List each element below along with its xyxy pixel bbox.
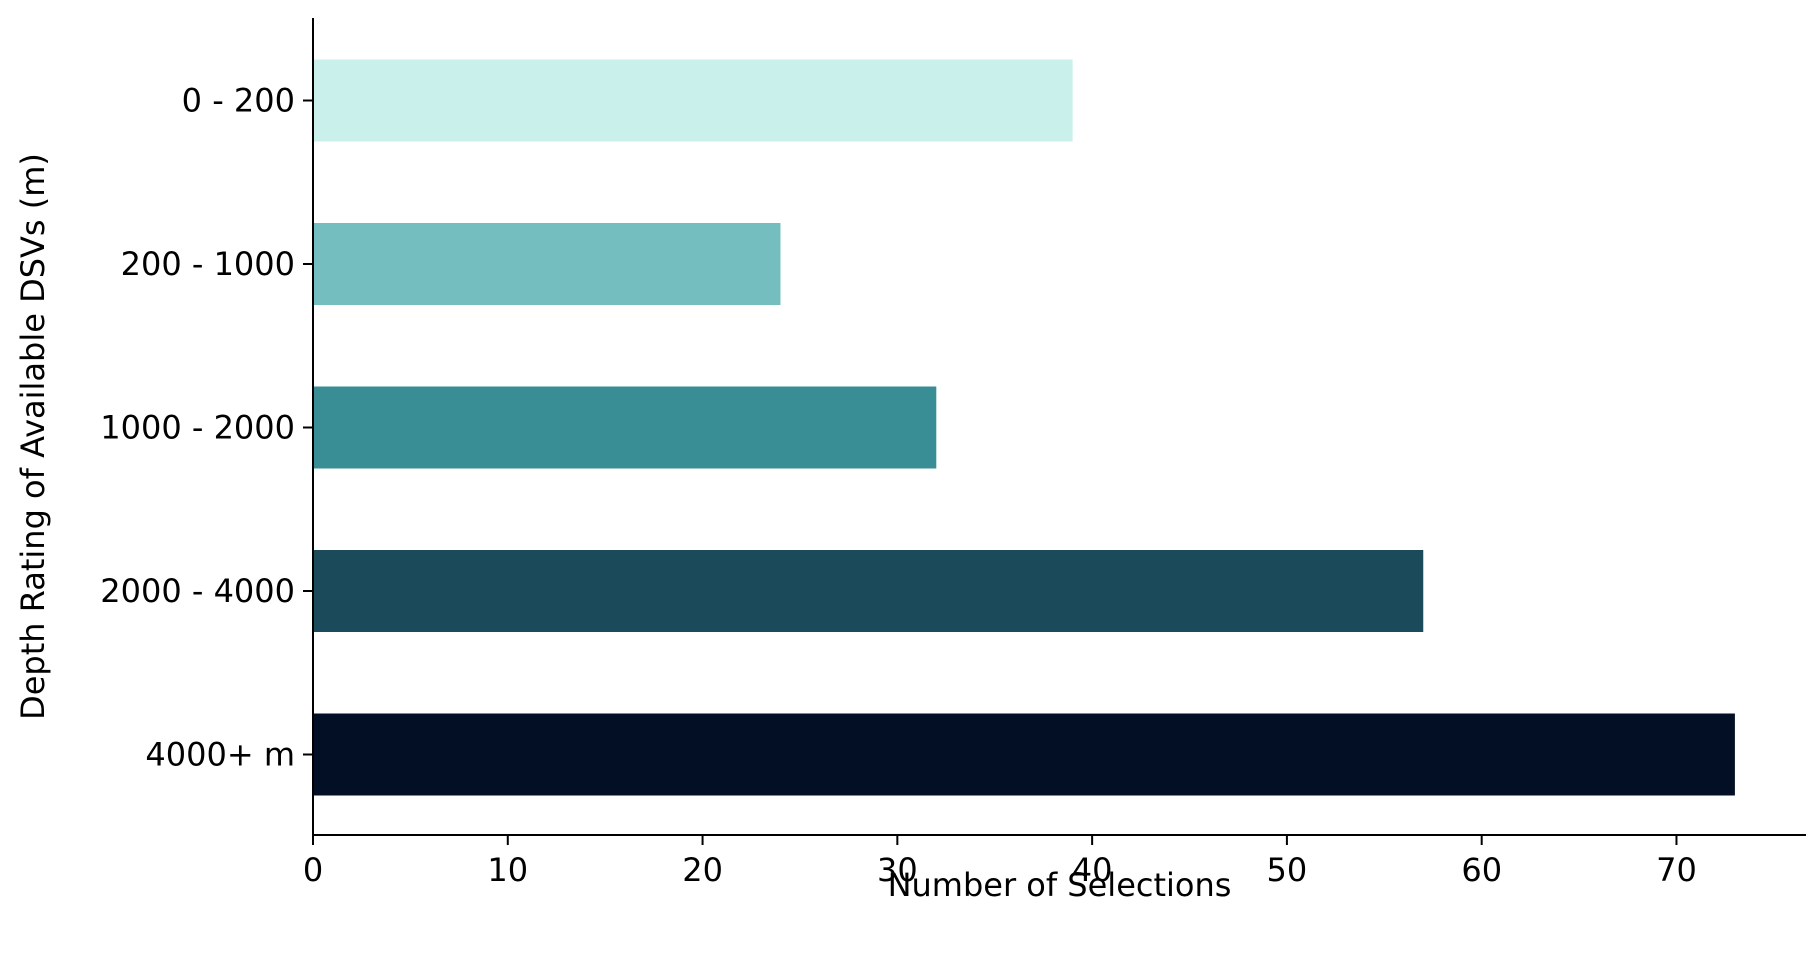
x-tick-label: 0 xyxy=(303,851,323,889)
y-axis-ticks: 0 - 200 200 - 1000 1000 - 2000 2000 - 4000 4… xyxy=(100,82,313,774)
x-tick-label: 50 xyxy=(1267,851,1308,889)
y-tick-label: 4000+ m xyxy=(145,736,295,774)
bars-group xyxy=(313,59,1735,796)
x-tick-label: 60 xyxy=(1461,851,1502,889)
bar-1 xyxy=(313,223,781,305)
x-tick-label: 20 xyxy=(682,851,723,889)
y-tick-label: 0 - 200 xyxy=(182,82,295,120)
x-axis-label: Number of Selections xyxy=(888,866,1232,904)
x-tick-label: 10 xyxy=(487,851,528,889)
x-axis-ticks: 0 10 20 30 40 50 60 70 xyxy=(303,835,1697,889)
x-tick-label: 30 xyxy=(877,851,918,889)
y-tick-label: 2000 - 4000 xyxy=(100,572,295,610)
bar-4 xyxy=(313,713,1735,796)
y-tick-label: 200 - 1000 xyxy=(121,245,295,283)
x-tick-label: 40 xyxy=(1072,851,1113,889)
y-tick-label: 1000 - 2000 xyxy=(100,409,295,447)
y-axis-label: Depth Rating of Available DSVs (m) xyxy=(14,153,52,720)
bar-0 xyxy=(313,59,1073,142)
bar-2 xyxy=(313,386,937,469)
x-tick-label: 70 xyxy=(1656,851,1697,889)
bar-3 xyxy=(313,550,1424,632)
